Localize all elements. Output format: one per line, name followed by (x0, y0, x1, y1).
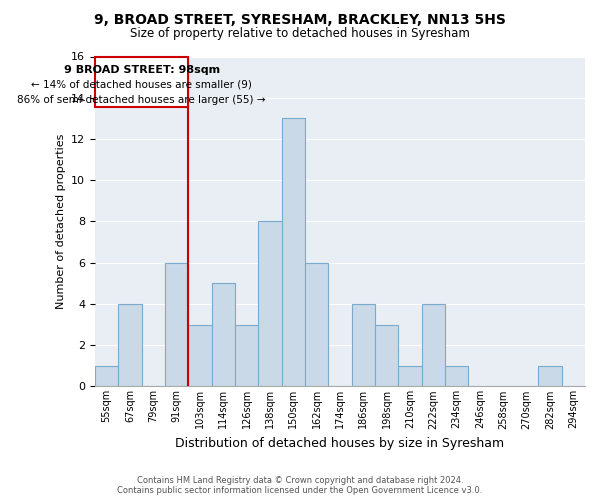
Text: 9, BROAD STREET, SYRESHAM, BRACKLEY, NN13 5HS: 9, BROAD STREET, SYRESHAM, BRACKLEY, NN1… (94, 12, 506, 26)
X-axis label: Distribution of detached houses by size in Syresham: Distribution of detached houses by size … (175, 437, 505, 450)
Bar (281, 118, 305, 386)
Bar (352, 304, 375, 386)
Text: ← 14% of detached houses are smaller (9): ← 14% of detached houses are smaller (9) (31, 79, 252, 89)
Text: Size of property relative to detached houses in Syresham: Size of property relative to detached ho… (130, 28, 470, 40)
Text: 86% of semi-detached houses are larger (55) →: 86% of semi-detached houses are larger (… (17, 94, 266, 104)
Bar (212, 284, 235, 387)
Text: 9 BROAD STREET: 98sqm: 9 BROAD STREET: 98sqm (64, 64, 220, 74)
Bar (235, 324, 259, 386)
Bar (305, 262, 328, 386)
Bar (165, 262, 188, 386)
Bar (422, 304, 445, 386)
Text: Contains HM Land Registry data © Crown copyright and database right 2024.
Contai: Contains HM Land Registry data © Crown c… (118, 476, 482, 495)
Bar (95, 366, 118, 386)
Bar (118, 304, 142, 386)
FancyBboxPatch shape (95, 56, 188, 107)
Bar (259, 222, 281, 386)
Y-axis label: Number of detached properties: Number of detached properties (56, 134, 65, 309)
Bar (398, 366, 422, 386)
Bar (188, 324, 212, 386)
Bar (445, 366, 469, 386)
Bar (375, 324, 398, 386)
Bar (538, 366, 562, 386)
